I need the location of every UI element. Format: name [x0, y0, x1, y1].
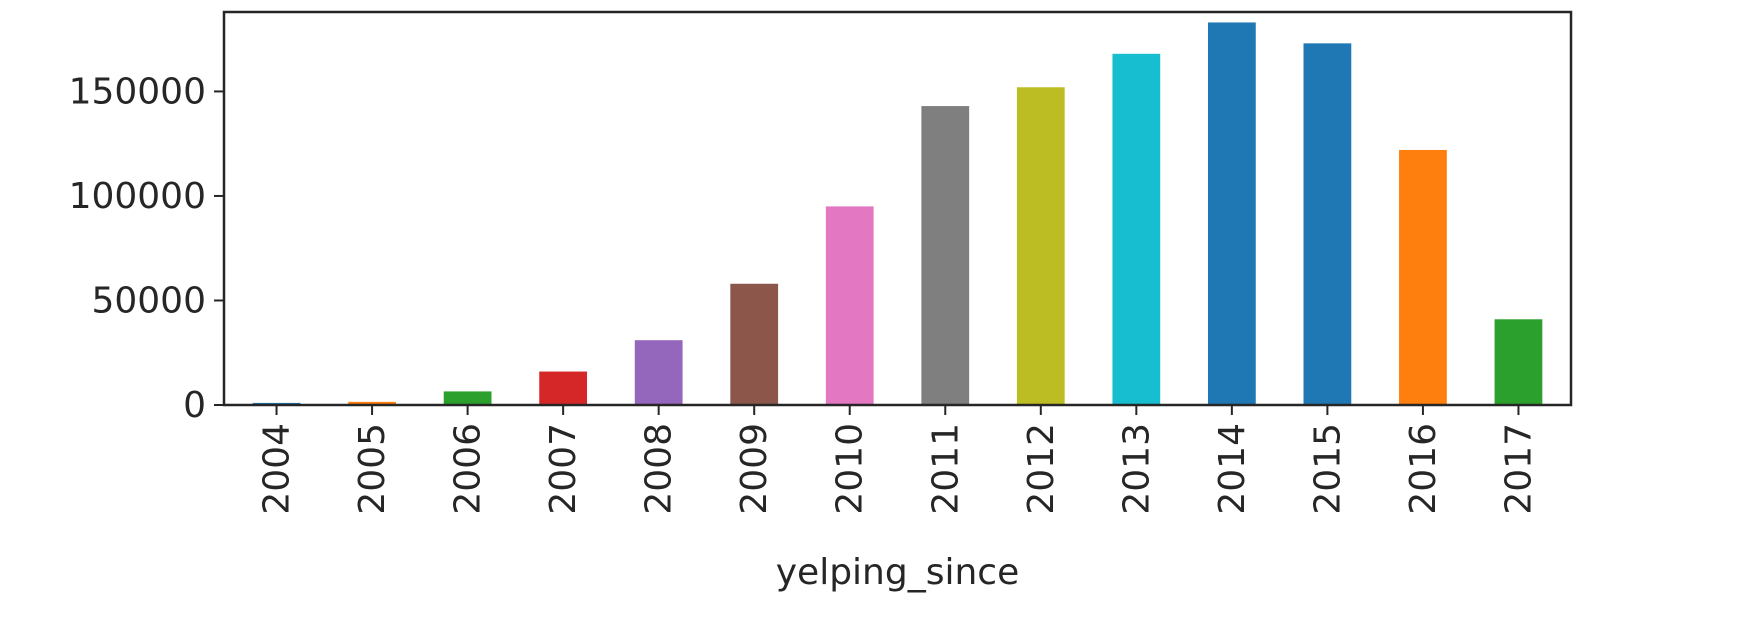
y-axis-ticks: 0 50000 100000 150000: [69, 71, 224, 426]
x-tick-label-2008: 2008: [639, 423, 680, 515]
bar-2014: [1207, 22, 1256, 405]
x-tick-label-2005: 2005: [352, 423, 393, 515]
y-tick-label-0: 0: [183, 385, 206, 426]
x-tick-label-2012: 2012: [1021, 423, 1062, 515]
x-tick-label-2007: 2007: [543, 423, 584, 515]
bar-2016: [1399, 149, 1447, 405]
bar-2007: [539, 371, 588, 405]
bar-2009: [730, 283, 779, 405]
x-tick-label-2014: 2014: [1212, 423, 1253, 515]
bar-2015: [1303, 43, 1352, 406]
x-tick-label-2016: 2016: [1403, 423, 1444, 515]
bar-2011: [921, 106, 970, 405]
bar-2006: [443, 391, 492, 405]
x-axis-label: yelping_since: [776, 552, 1020, 593]
x-axis-ticks: 2004 2005 2006 2007 2008 2009 2010 2011 2012 2013…: [257, 405, 1539, 515]
bar-2013: [1112, 53, 1161, 406]
x-tick-label-2011: 2011: [925, 423, 966, 515]
x-tick-label-2004: 2004: [257, 423, 298, 515]
bars-group: [252, 22, 1543, 406]
y-tick-label-150000: 150000: [69, 71, 206, 112]
y-tick-label-50000: 50000: [91, 280, 206, 321]
x-tick-label-2015: 2015: [1307, 423, 1348, 515]
x-tick-label-2017: 2017: [1498, 423, 1539, 515]
x-tick-label-2009: 2009: [734, 423, 775, 515]
bar-2010: [825, 206, 874, 405]
y-tick-label-100000: 100000: [69, 176, 206, 217]
plot-frame: [222, 10, 1573, 407]
x-tick-label-2010: 2010: [830, 423, 871, 515]
x-tick-label-2013: 2013: [1116, 423, 1157, 515]
bar-2017: [1494, 319, 1543, 405]
bar-2008: [634, 340, 683, 405]
x-tick-label-2006: 2006: [448, 423, 489, 515]
bar-2012: [1016, 87, 1065, 405]
bar-2005: [348, 401, 396, 405]
